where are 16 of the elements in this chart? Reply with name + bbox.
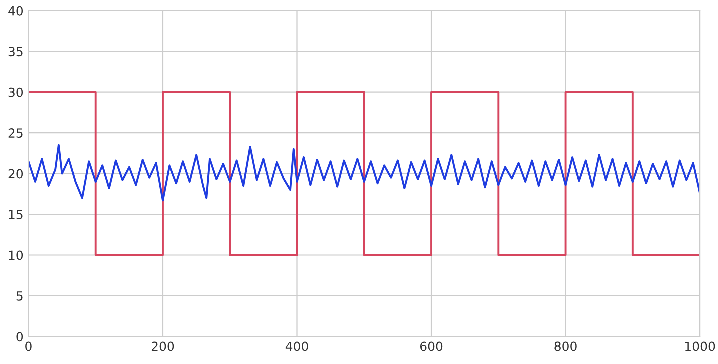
y-tick-label: 25 — [8, 128, 23, 138]
y-tick-label: 5 — [16, 292, 23, 301]
line-series — [28, 144, 700, 202]
y-tick-label: 30 — [8, 88, 24, 98]
x-tick-label: 200 — [152, 342, 174, 352]
x-tick-label: 600 — [420, 342, 443, 352]
x-tick-label: 400 — [286, 342, 308, 352]
y-tick-label: 40 — [8, 6, 24, 16]
x-tick-label: 1000 — [686, 342, 716, 352]
y-tick-label: 10 — [9, 250, 24, 260]
y-tick-label: 15 — [9, 210, 23, 220]
y-tick-label: 20 — [8, 169, 24, 179]
y-tick-label: 35 — [8, 47, 23, 57]
x-tick-label: 800 — [554, 342, 577, 352]
y-tick-label: 0 — [16, 332, 24, 342]
x-tick-label: 0 — [26, 342, 32, 352]
